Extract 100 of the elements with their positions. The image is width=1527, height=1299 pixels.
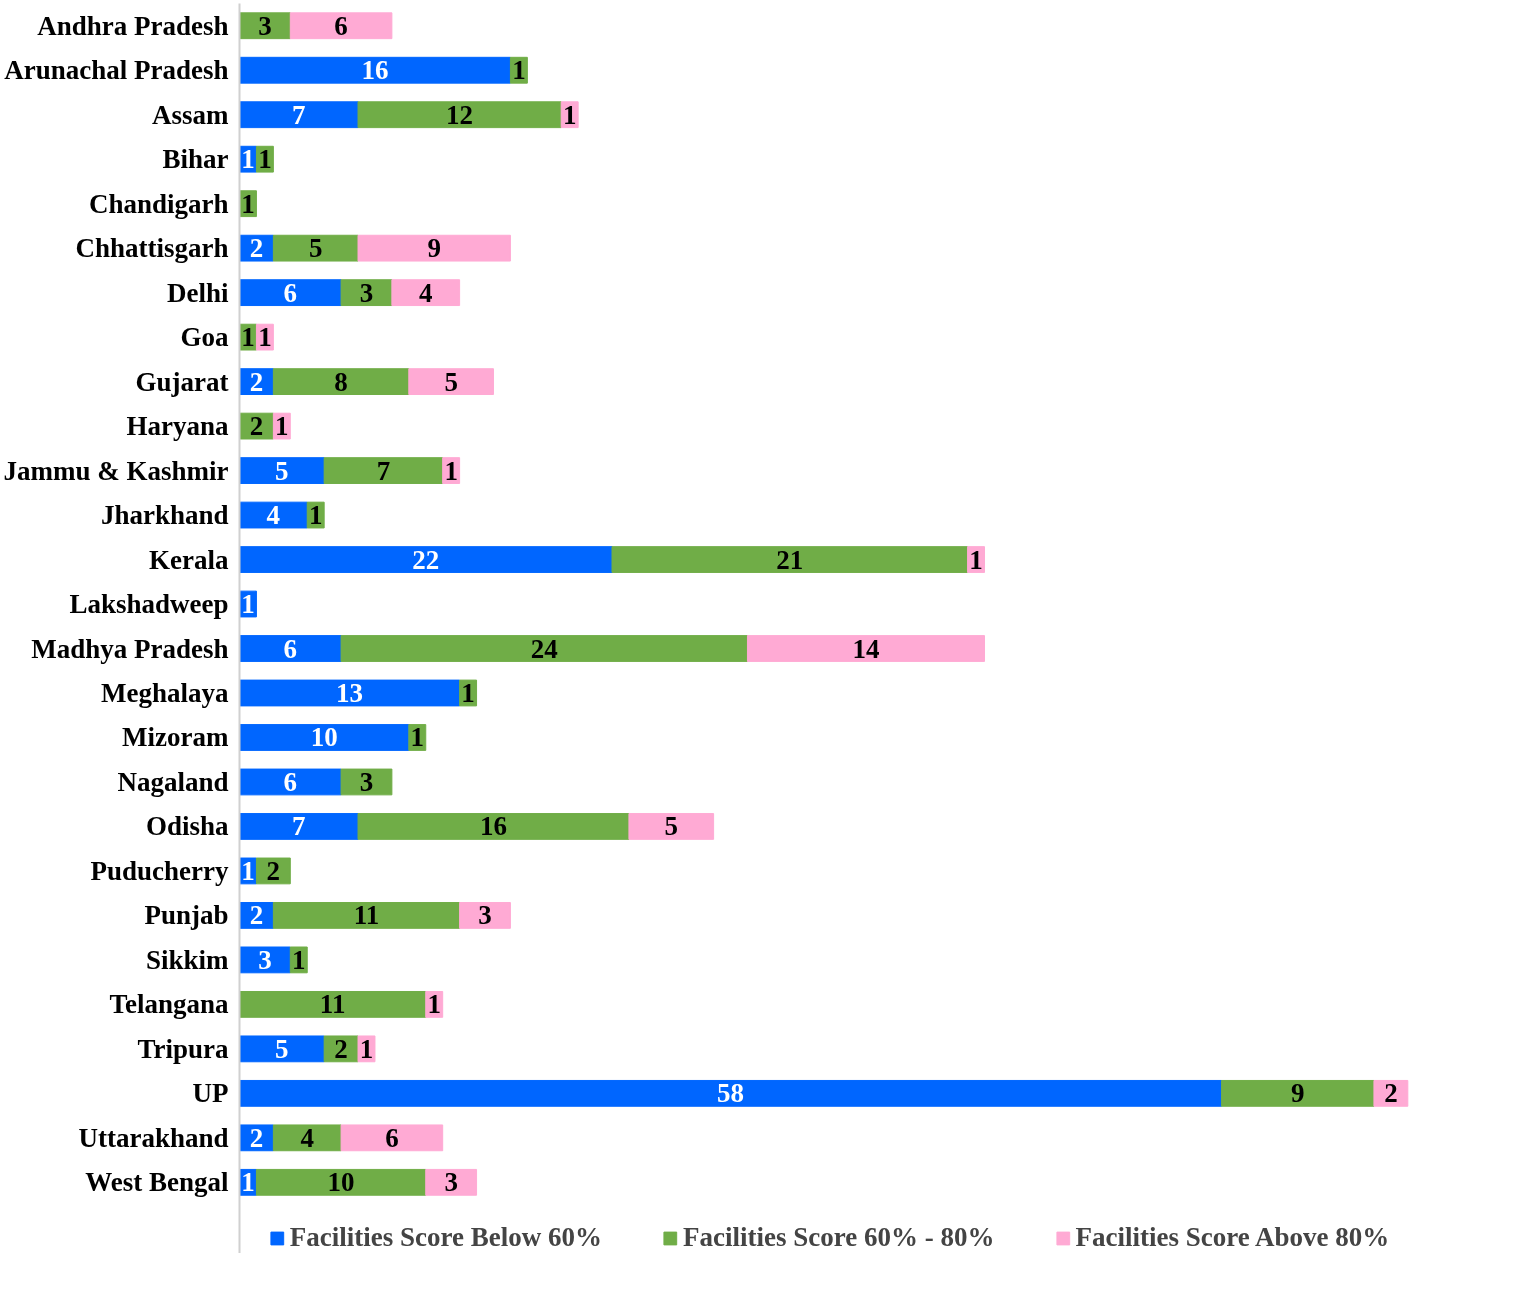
y-tick-label: Odisha xyxy=(145,811,229,842)
data-label: 5 xyxy=(444,366,458,397)
y-tick-label: Chandigarh xyxy=(88,188,229,219)
data-label: 2 xyxy=(249,233,264,264)
data-label: 5 xyxy=(308,233,323,264)
data-label: 7 xyxy=(376,455,391,486)
bar xyxy=(239,546,613,573)
legend-label: Facilities Score Above 80% xyxy=(1075,1222,1390,1253)
data-label: 5 xyxy=(275,1033,289,1064)
data-label: 1 xyxy=(562,99,577,130)
bar xyxy=(357,101,562,129)
data-label: 1 xyxy=(292,944,306,975)
data-label: 7 xyxy=(292,811,306,842)
bar xyxy=(272,234,359,262)
bar xyxy=(628,813,715,840)
bar xyxy=(239,101,359,129)
bar xyxy=(391,279,461,307)
data-label: 16 xyxy=(361,55,389,86)
legend-label: Facilities Score Below 60% xyxy=(289,1222,603,1253)
y-tick-label: Gujarat xyxy=(135,366,229,397)
y-tick-label: Nagaland xyxy=(117,766,229,797)
data-label: 1 xyxy=(359,1033,374,1064)
data-label: 2 xyxy=(249,1122,264,1153)
y-tick-label: Goa xyxy=(180,322,229,353)
data-label: 1 xyxy=(512,55,526,86)
data-label: 1 xyxy=(461,678,475,708)
bar xyxy=(340,1124,444,1152)
legend-label: Facilities Score 60% - 80% xyxy=(683,1222,995,1253)
data-label: 5 xyxy=(664,811,679,842)
data-label: 1 xyxy=(241,855,255,886)
data-label: 8 xyxy=(334,366,348,397)
data-label: 9 xyxy=(1291,1078,1305,1109)
y-tick-label: Sikkim xyxy=(145,944,230,975)
data-label: 1 xyxy=(241,188,255,219)
bar xyxy=(408,368,494,396)
bar xyxy=(459,902,511,929)
bar xyxy=(340,635,748,662)
bar xyxy=(239,990,427,1018)
y-tick-label: Tripura xyxy=(137,1033,229,1064)
bar xyxy=(239,56,511,84)
data-label: 1 xyxy=(241,144,255,175)
bar xyxy=(239,724,410,751)
bar xyxy=(272,1124,342,1152)
data-label: 1 xyxy=(308,500,323,531)
data-label: 1 xyxy=(275,411,289,442)
data-label: 6 xyxy=(283,277,298,308)
bar xyxy=(239,1079,1223,1107)
bar xyxy=(239,457,325,484)
data-label: 9 xyxy=(427,233,441,264)
data-label: 16 xyxy=(479,811,507,842)
data-label: 4 xyxy=(300,1122,314,1153)
bar xyxy=(239,279,342,307)
data-label: 4 xyxy=(266,500,281,531)
bar xyxy=(239,813,359,840)
bar xyxy=(1221,1079,1375,1107)
data-label: 11 xyxy=(353,900,380,931)
data-label: 1 xyxy=(969,544,983,575)
data-label: 1 xyxy=(444,455,458,486)
y-tick-label: Arunachal Pradesh xyxy=(4,55,229,86)
bar xyxy=(289,12,393,40)
y-tick-label: Jammu & Kashmir xyxy=(3,455,229,486)
y-tick-label: Bihar xyxy=(162,144,229,175)
y-tick-label: Meghalaya xyxy=(101,678,229,708)
y-tick-label: Andhra Pradesh xyxy=(37,10,229,41)
y-tick-label: Puducherry xyxy=(90,855,229,886)
data-label: 7 xyxy=(292,99,306,130)
bar xyxy=(272,902,461,929)
data-label: 14 xyxy=(852,633,880,664)
data-label: 6 xyxy=(334,10,348,41)
data-label: 4 xyxy=(419,277,433,308)
data-label: 3 xyxy=(258,944,272,975)
y-tick-label: Assam xyxy=(152,99,230,130)
data-label: 2 xyxy=(1384,1078,1398,1109)
y-tick-label: Kerala xyxy=(149,544,229,575)
bar xyxy=(340,768,393,796)
data-label: 3 xyxy=(359,277,374,308)
bar xyxy=(272,368,410,396)
y-tick-label: UP xyxy=(192,1078,229,1109)
data-label: 1 xyxy=(241,1167,255,1198)
bar xyxy=(239,635,342,662)
bar xyxy=(239,501,308,529)
y-tick-label: Uttarakhand xyxy=(78,1122,229,1153)
data-label: 21 xyxy=(776,544,804,575)
data-label: 10 xyxy=(310,722,338,753)
data-label: 1 xyxy=(258,322,272,353)
data-label: 2 xyxy=(249,900,264,931)
y-tick-label: Jharkhand xyxy=(100,500,229,531)
bar xyxy=(239,1035,325,1063)
y-tick-label: Delhi xyxy=(167,277,229,308)
data-label: 13 xyxy=(336,678,364,708)
bar xyxy=(323,457,444,484)
data-label: 3 xyxy=(359,766,374,797)
bar xyxy=(357,813,630,840)
data-label: 1 xyxy=(427,989,441,1020)
data-label: 2 xyxy=(334,1033,348,1064)
data-label: 24 xyxy=(530,633,558,664)
y-tick-label: Madhya Pradesh xyxy=(31,633,229,664)
bar xyxy=(255,1168,427,1196)
data-label: 5 xyxy=(275,455,289,486)
data-label: 12 xyxy=(446,99,474,130)
